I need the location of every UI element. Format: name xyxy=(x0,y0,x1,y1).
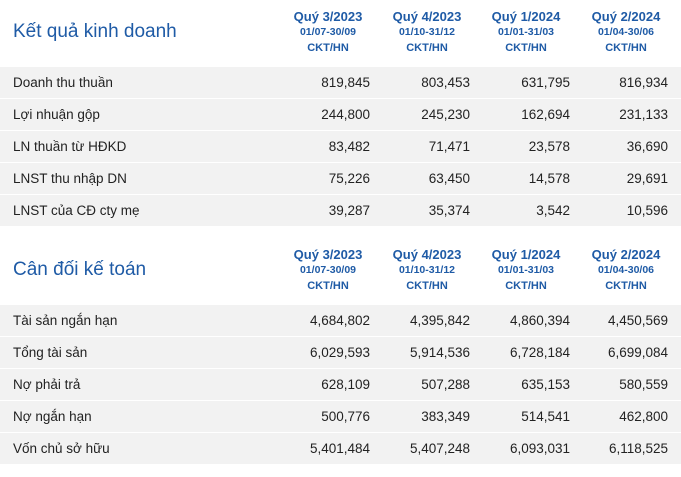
row-label: Doanh thu thuần xyxy=(13,75,113,90)
cell-value: 71,471 xyxy=(428,139,470,154)
cell-value: 462,800 xyxy=(619,409,668,424)
column-quarter: Quý 3/2023 xyxy=(293,247,363,262)
cell-value: 36,690 xyxy=(626,139,668,154)
column-range: 01/04-30/06 xyxy=(597,264,655,276)
cell-value: 6,029,593 xyxy=(309,345,370,360)
table-row: Tổng tài sản 6,029,593 5,914,536 6,728,1… xyxy=(0,336,681,368)
business-results-table: Kết quả kinh doanh Quý 3/2023 01/07-30/0… xyxy=(0,0,681,226)
column-unit: CKT/HN xyxy=(406,42,448,54)
cell-value: 244,800 xyxy=(321,107,370,122)
row-label: Tổng tài sản xyxy=(13,345,88,360)
cell-value: 14,578 xyxy=(528,171,570,186)
cell-value: 4,860,394 xyxy=(509,313,570,328)
cell-value: 5,401,484 xyxy=(309,441,370,456)
row-label: Nợ ngắn hạn xyxy=(13,409,92,424)
table-row: Nợ phải trả 628,109 507,288 635,153 580,… xyxy=(0,368,681,400)
cell-value: 4,450,569 xyxy=(607,313,668,328)
column-quarter: Quý 4/2023 xyxy=(392,247,462,262)
column-quarter: Quý 2/2024 xyxy=(591,247,661,262)
table-row: LNST thu nhập DN 75,226 63,450 14,578 29… xyxy=(0,162,681,194)
cell-value: 580,559 xyxy=(619,377,668,392)
cell-value: 3,542 xyxy=(536,203,570,218)
cell-value: 514,541 xyxy=(521,409,570,424)
cell-value: 75,226 xyxy=(328,171,370,186)
row-label: LNST của CĐ cty mẹ xyxy=(13,203,140,218)
cell-value: 83,482 xyxy=(328,139,370,154)
business-results-header: Kết quả kinh doanh Quý 3/2023 01/07-30/0… xyxy=(0,0,681,66)
column-unit: CKT/HN xyxy=(505,280,547,292)
column-header: Quý 3/2023 01/07-30/09 CKT/HN xyxy=(278,246,378,295)
cell-value: 39,287 xyxy=(328,203,370,218)
column-header: Quý 4/2023 01/10-31/12 CKT/HN xyxy=(377,8,477,57)
column-quarter: Quý 4/2023 xyxy=(392,9,462,24)
column-unit: CKT/HN xyxy=(605,42,647,54)
balance-sheet-table: Cân đối kế toán Quý 3/2023 01/07-30/09 C… xyxy=(0,238,681,464)
cell-value: 4,684,802 xyxy=(309,313,370,328)
table-row: Vốn chủ sở hữu 5,401,484 5,407,248 6,093… xyxy=(0,432,681,464)
row-label: LN thuần từ HĐKD xyxy=(13,139,127,154)
column-quarter: Quý 1/2024 xyxy=(491,9,561,24)
column-header: Quý 1/2024 01/01-31/03 CKT/HN xyxy=(476,8,576,57)
column-header: Quý 2/2024 01/04-30/06 CKT/HN xyxy=(576,8,676,57)
column-range: 01/10-31/12 xyxy=(398,264,456,276)
section-title: Kết quả kinh doanh xyxy=(13,21,177,42)
cell-value: 29,691 xyxy=(626,171,668,186)
cell-value: 6,118,525 xyxy=(608,441,668,456)
table-row: LNST của CĐ cty mẹ 39,287 35,374 3,542 1… xyxy=(0,194,681,226)
column-quarter: Quý 2/2024 xyxy=(591,9,661,24)
column-header: Quý 4/2023 01/10-31/12 CKT/HN xyxy=(377,246,477,295)
table-row: Doanh thu thuần 819,845 803,453 631,795 … xyxy=(0,66,681,98)
column-header: Quý 3/2023 01/07-30/09 CKT/HN xyxy=(278,8,378,57)
cell-value: 816,934 xyxy=(619,75,668,90)
column-header: Quý 1/2024 01/01-31/03 CKT/HN xyxy=(476,246,576,295)
column-header: Quý 2/2024 01/04-30/06 CKT/HN xyxy=(576,246,676,295)
row-label: LNST thu nhập DN xyxy=(13,171,127,186)
cell-value: 231,133 xyxy=(619,107,668,122)
table-row: Tài sản ngắn hạn 4,684,802 4,395,842 4,8… xyxy=(0,304,681,336)
balance-sheet-header: Cân đối kế toán Quý 3/2023 01/07-30/09 C… xyxy=(0,238,681,304)
cell-value: 4,395,842 xyxy=(409,313,470,328)
cell-value: 803,453 xyxy=(421,75,470,90)
table-row: Nợ ngắn hạn 500,776 383,349 514,541 462,… xyxy=(0,400,681,432)
column-range: 01/10-31/12 xyxy=(398,26,456,38)
row-label: Lợi nhuận gộp xyxy=(13,107,100,122)
column-unit: CKT/HN xyxy=(307,280,349,292)
column-range: 01/04-30/06 xyxy=(597,26,655,38)
cell-value: 819,845 xyxy=(321,75,370,90)
row-label: Vốn chủ sở hữu xyxy=(13,441,110,456)
cell-value: 6,699,084 xyxy=(607,345,668,360)
column-range: 01/01-31/03 xyxy=(497,26,555,38)
cell-value: 628,109 xyxy=(321,377,370,392)
section-title: Cân đối kế toán xyxy=(13,259,147,280)
cell-value: 500,776 xyxy=(321,409,370,424)
cell-value: 5,407,248 xyxy=(409,441,470,456)
cell-value: 383,349 xyxy=(421,409,470,424)
cell-value: 10,596 xyxy=(626,203,668,218)
cell-value: 162,694 xyxy=(521,107,570,122)
column-range: 01/07-30/09 xyxy=(299,26,357,38)
row-label: Tài sản ngắn hạn xyxy=(13,313,118,328)
cell-value: 245,230 xyxy=(421,107,470,122)
column-quarter: Quý 3/2023 xyxy=(293,9,363,24)
column-unit: CKT/HN xyxy=(505,42,547,54)
column-range: 01/01-31/03 xyxy=(497,264,555,276)
column-unit: CKT/HN xyxy=(307,42,349,54)
table-row: LN thuần từ HĐKD 83,482 71,471 23,578 36… xyxy=(0,130,681,162)
row-label: Nợ phải trả xyxy=(13,377,81,392)
cell-value: 23,578 xyxy=(528,139,570,154)
cell-value: 635,153 xyxy=(521,377,570,392)
cell-value: 6,093,031 xyxy=(509,441,570,456)
table-row: Lợi nhuận gộp 244,800 245,230 162,694 23… xyxy=(0,98,681,130)
section-spacer xyxy=(0,226,681,238)
cell-value: 507,288 xyxy=(421,377,470,392)
column-unit: CKT/HN xyxy=(406,280,448,292)
cell-value: 63,450 xyxy=(428,171,470,186)
column-range: 01/07-30/09 xyxy=(299,264,357,276)
cell-value: 631,795 xyxy=(521,75,570,90)
column-quarter: Quý 1/2024 xyxy=(491,247,561,262)
column-unit: CKT/HN xyxy=(605,280,647,292)
cell-value: 5,914,536 xyxy=(409,345,470,360)
cell-value: 6,728,184 xyxy=(509,345,570,360)
cell-value: 35,374 xyxy=(428,203,470,218)
